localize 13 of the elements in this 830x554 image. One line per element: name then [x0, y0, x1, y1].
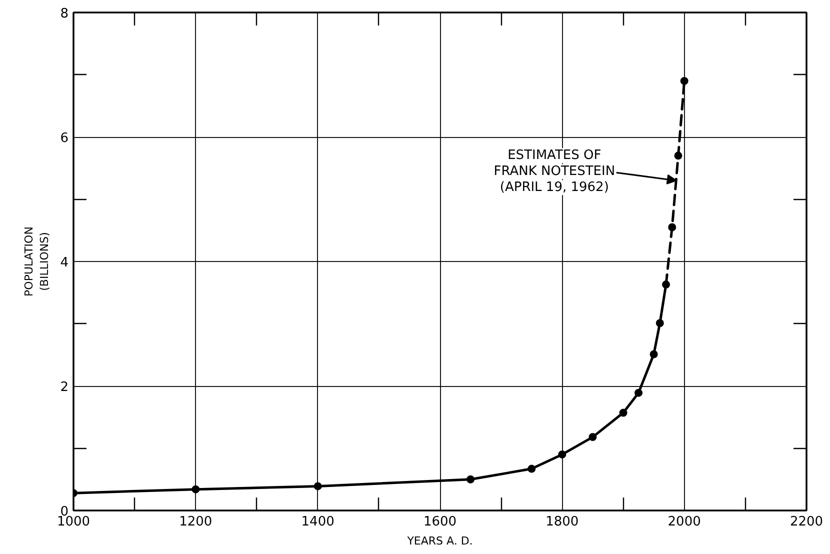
x-tick-label: 1200 [179, 514, 212, 530]
y-axis-title: POPULATION (BILLIONS) [22, 226, 52, 296]
y-tick-label: 8 [60, 6, 69, 22]
y-tick-label: 6 [60, 131, 69, 146]
x-axis-title: YEARS A. D. [406, 534, 473, 548]
x-tick-label: 2000 [668, 514, 701, 530]
x-tick-label: 1800 [546, 514, 579, 530]
x-tick-label: 1600 [423, 514, 457, 530]
x-tick-label: 2200 [790, 514, 824, 530]
y-tick-label: 4 [60, 256, 69, 270]
annotation: ESTIMATES OF FRANK NOTESTEIN (APRIL 19, 1962) [494, 148, 616, 196]
y-tick-label: 2 [60, 380, 69, 395]
x-tick-label: 1400 [301, 514, 334, 530]
